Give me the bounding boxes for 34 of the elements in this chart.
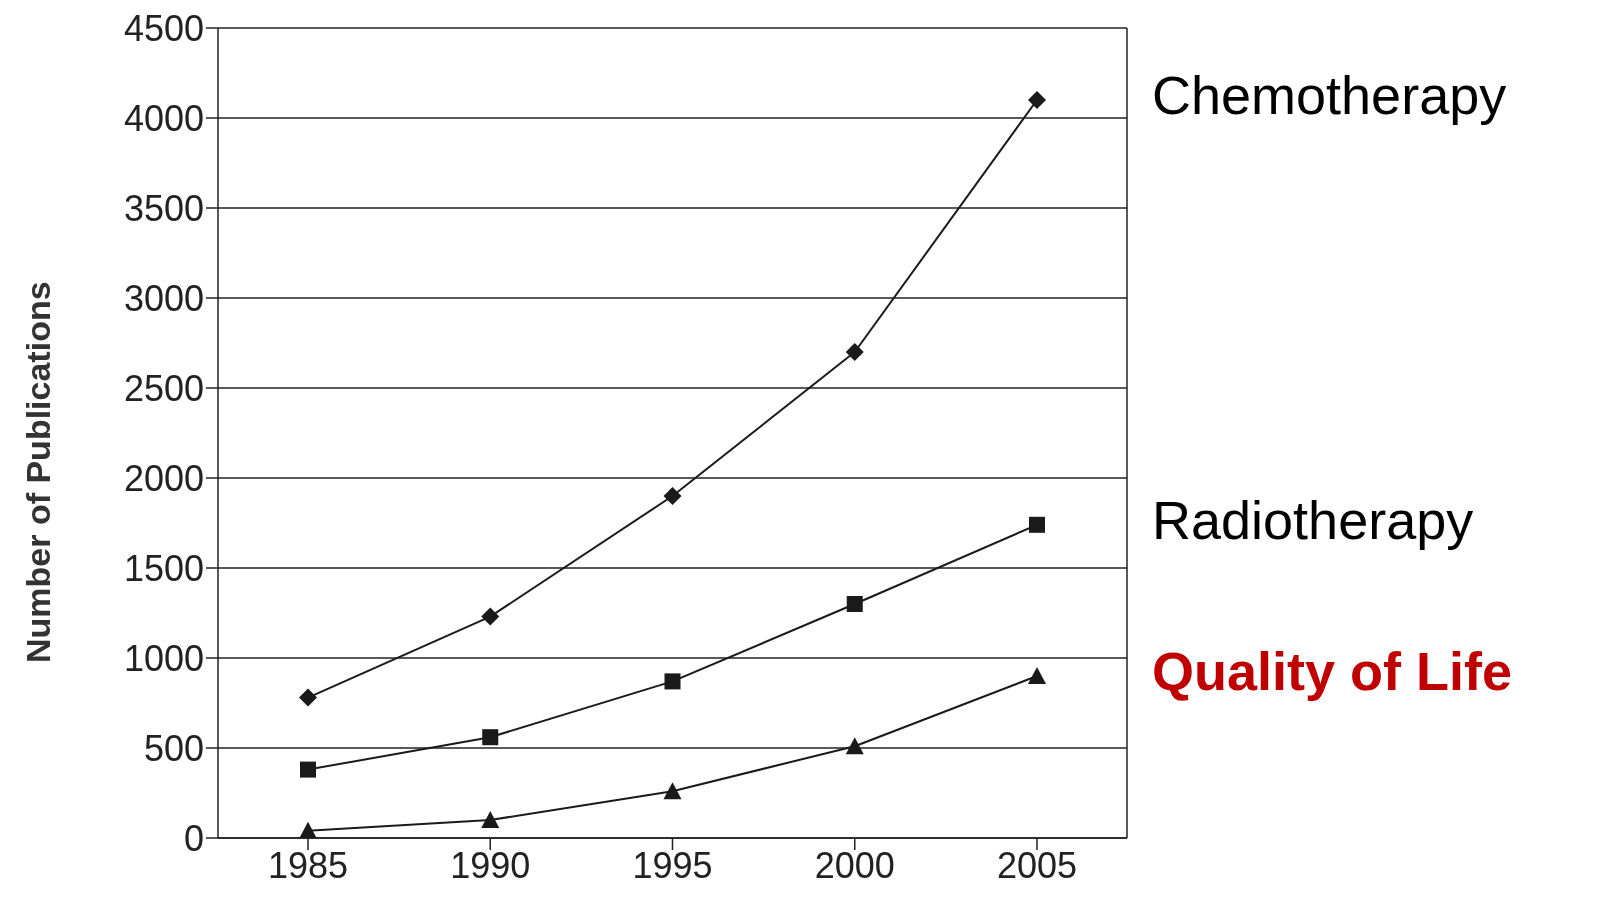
point xyxy=(1028,91,1046,109)
y-tick-label: 4500 xyxy=(123,7,204,49)
point xyxy=(1028,667,1046,684)
point xyxy=(845,737,864,755)
y-tick-label: 2000 xyxy=(123,457,204,499)
series-label: Chemotherapy xyxy=(1152,65,1507,126)
point xyxy=(846,596,863,612)
x-tick-label: 1990 xyxy=(450,844,531,886)
point xyxy=(482,729,499,746)
point xyxy=(1029,516,1045,533)
y-tick-label: 0 xyxy=(183,817,204,859)
y-tick-label: 3000 xyxy=(123,277,204,319)
y-tick-label: 4000 xyxy=(123,97,204,139)
point xyxy=(300,761,316,778)
y-axis-title: Number of Publications xyxy=(19,281,58,663)
point xyxy=(481,607,500,626)
y-tick-label: 3500 xyxy=(123,187,204,229)
x-tick-label: 2000 xyxy=(814,844,895,886)
series-label: Quality of Life xyxy=(1152,641,1513,702)
point xyxy=(299,688,317,707)
point xyxy=(299,821,317,838)
point xyxy=(663,487,682,505)
series-label: Radiotherapy xyxy=(1152,490,1474,551)
point xyxy=(481,811,500,828)
point xyxy=(845,343,864,361)
y-tick-label: 500 xyxy=(143,727,204,769)
x-tick-label: 2005 xyxy=(996,844,1078,886)
x-tick-label: 1985 xyxy=(267,844,349,886)
point xyxy=(663,782,682,800)
point xyxy=(664,673,681,690)
x-tick-label: 1995 xyxy=(632,844,713,886)
y-tick-label: 1000 xyxy=(123,637,204,679)
y-tick-label: 1500 xyxy=(123,547,204,589)
y-tick-label: 2500 xyxy=(123,367,204,409)
